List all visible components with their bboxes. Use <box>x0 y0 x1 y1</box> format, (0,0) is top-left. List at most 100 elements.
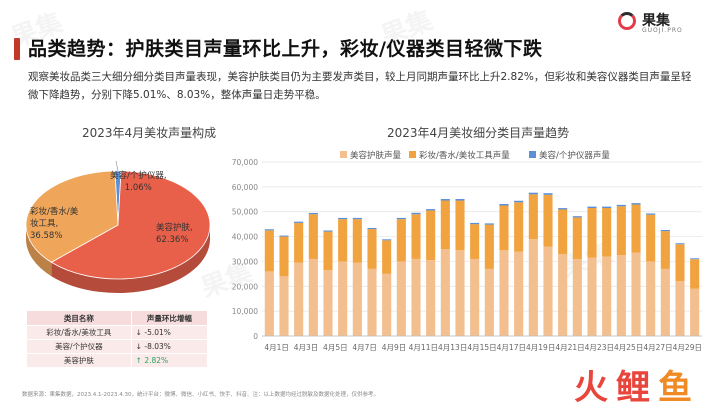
table-cell-category: 美容/个护仪器 <box>26 339 132 354</box>
bar-segment-skincare <box>338 261 348 336</box>
table-row: 彩妆/香水/美妆工具 ↓ -5.01% <box>26 325 209 340</box>
bar-segment-makeup <box>631 204 641 253</box>
bar-segment-makeup <box>264 230 274 272</box>
x-tick-label: 4月1日 <box>264 343 289 352</box>
table-cell-change: ↓ -8.03% <box>130 339 209 354</box>
bar-segment-skincare <box>294 262 304 336</box>
brand-char-2: 鲤 <box>616 368 650 408</box>
bar-segment-skincare <box>602 256 612 336</box>
bar-segment-device <box>338 217 348 220</box>
bar-segment-skincare <box>572 258 582 336</box>
bar-segment-makeup <box>455 200 465 251</box>
x-tick-label: 4月25日 <box>614 343 643 352</box>
pie-chart-title: 2023年4月美妆声量构成 <box>82 126 217 140</box>
bar-segment-skincare <box>558 253 568 336</box>
logo-subtitle: GUOJI.PRO <box>642 27 683 34</box>
brand-char-3: 鱼 <box>658 368 692 408</box>
brand-logo: 果集 GUOJI.PRO <box>618 10 708 36</box>
summary-text: 观察美妆品类三大细分细分类目声量表现，美容护肤类目仍为主要发声类目，较上月同期声… <box>28 71 692 101</box>
x-tick-label: 4月3日 <box>294 343 319 352</box>
trend-chart-title: 2023年4月美妆细分类目声量趋势 <box>387 126 570 140</box>
bar-segment-skincare <box>264 271 274 336</box>
legend-label: 美容/个护仪器声量 <box>539 150 610 161</box>
bar-segment-device <box>587 206 597 208</box>
logo-icon <box>618 12 636 30</box>
table-cell-category: 美容护肤 <box>26 353 132 368</box>
bar-segment-skincare <box>279 276 289 336</box>
legend-swatch <box>340 151 347 158</box>
bar-segment-skincare <box>646 261 656 336</box>
y-tick-label: 70,000 <box>232 158 258 167</box>
bar-segment-skincare <box>352 262 362 336</box>
x-tick-label: 4月9日 <box>382 343 407 352</box>
table-row: 美容/个护仪器 ↓ -8.03% <box>26 339 209 354</box>
bar-segment-makeup <box>543 194 553 247</box>
x-tick-label: 4月19日 <box>526 343 555 352</box>
table-cell-change: ↓ -5.01% <box>130 325 209 340</box>
bar-segment-skincare <box>382 273 392 336</box>
bar-segment-makeup <box>352 219 362 263</box>
legend-label: 彩妆/香水/美妆工具声量 <box>419 150 510 161</box>
bar-segment-device <box>572 216 582 218</box>
logo-name: 果集 <box>642 13 670 29</box>
x-tick-label: 4月5日 <box>323 343 348 352</box>
x-tick-label: 4月27日 <box>643 343 672 352</box>
bar-segment-device <box>690 258 700 260</box>
bar-segment-device <box>367 227 377 230</box>
bar-segment-device <box>411 212 421 215</box>
bar-segment-skincare <box>499 250 509 336</box>
bar-segment-makeup <box>338 219 348 262</box>
pie-slice-side <box>25 225 52 277</box>
bar-segment-device <box>602 206 612 208</box>
pie-label-makeup-name: 彩妆/香水/美 妆工具, <box>30 207 79 229</box>
bar-segment-makeup <box>279 236 289 277</box>
pie-label-device: 美容/个护仪器, 1.06% <box>110 170 167 194</box>
pie-label-device-name: 美容/个护仪器, <box>110 171 167 181</box>
bar-segment-device <box>455 199 465 201</box>
bar-segment-makeup <box>514 202 524 252</box>
bar-segment-makeup <box>572 217 582 259</box>
y-tick-label: 50,000 <box>232 208 258 217</box>
bar-segment-skincare <box>484 268 494 336</box>
bar-segment-device <box>646 213 656 215</box>
bar-segment-skincare <box>367 268 377 336</box>
y-tick-label: 60,000 <box>232 183 258 192</box>
bar-segment-skincare <box>411 258 421 336</box>
arrow-down-icon: ↓ <box>135 342 142 351</box>
table-header-row: 类目名称 声量环比增幅 <box>26 310 209 326</box>
bar-segment-skincare <box>631 252 641 336</box>
bar-segment-device <box>660 229 670 232</box>
bar-segment-skincare <box>675 281 685 336</box>
x-tick-label: 4月21日 <box>555 343 584 352</box>
y-tick-label: 30,000 <box>232 257 258 266</box>
data-source-note: 数据来源：果集数据，2023.4.1-2023.4.30，统计平台：微博、微信、… <box>22 392 379 398</box>
brand-watermark-logo: 火 鲤 鱼 <box>574 356 704 408</box>
bar-segment-skincare <box>528 239 538 336</box>
bar-segment-makeup <box>528 194 538 240</box>
bar-segment-skincare <box>616 255 626 336</box>
pie-label-makeup: 彩妆/香水/美 妆工具, 36.58% <box>30 206 78 242</box>
y-tick-label: 10,000 <box>232 307 258 316</box>
bar-segment-makeup <box>367 229 377 269</box>
x-tick-label: 4月13日 <box>438 343 467 352</box>
bar-segment-makeup <box>616 206 626 256</box>
bar-segment-makeup <box>470 224 480 259</box>
x-tick-label: 4月11日 <box>409 343 438 352</box>
bar-segment-skincare <box>690 288 700 336</box>
bar-segment-makeup <box>440 200 450 249</box>
bar-segment-device <box>514 200 524 203</box>
arrow-up-icon: ↑ <box>135 356 142 365</box>
pie-chart <box>25 160 211 293</box>
bar-segment-device <box>294 221 304 223</box>
pie-slice-skincare <box>50 170 211 280</box>
trend-chart: 美容护肤声量 彩妆/香水/美妆工具声量 美容/个护仪器声量 0 10,000 20,000… <box>232 150 702 352</box>
bar-segment-device <box>675 243 685 245</box>
bar-segment-skincare <box>543 246 553 336</box>
table-row: 美容护肤 ↑ 2.82% <box>26 353 209 368</box>
y-tick-label: 20,000 <box>232 282 258 291</box>
bar-segment-device <box>499 204 509 206</box>
bar-segment-device <box>528 192 538 195</box>
bar-segment-device <box>264 229 274 231</box>
bar-segment-device <box>308 212 318 215</box>
arrow-down-icon: ↓ <box>135 328 142 337</box>
